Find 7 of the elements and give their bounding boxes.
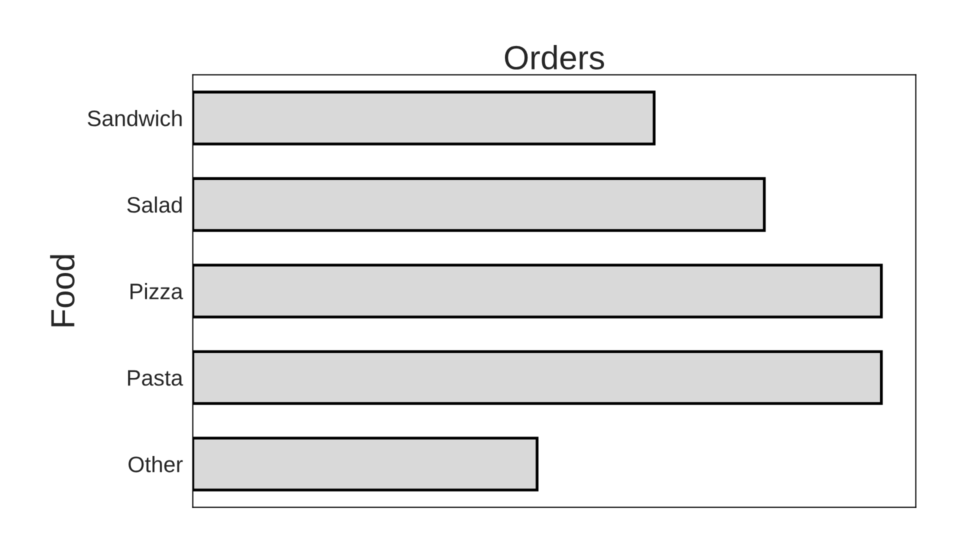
y-tick-label: Pizza bbox=[130, 282, 184, 300]
y-tick-label: Other bbox=[128, 456, 183, 472]
y-tick-label: Salad bbox=[127, 196, 182, 213]
y-axis-title: Food bbox=[50, 255, 75, 326]
x-axis-title: Orders bbox=[504, 45, 604, 70]
y-tick-label: Sandwich bbox=[88, 110, 182, 126]
y-tick-label: Pasta bbox=[128, 370, 184, 386]
